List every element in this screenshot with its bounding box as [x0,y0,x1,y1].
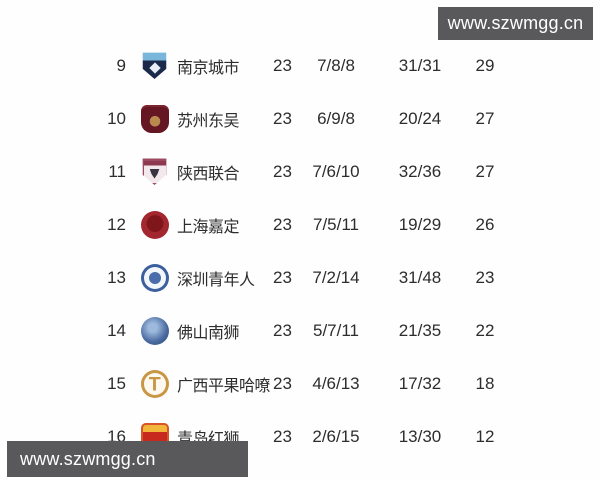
matches-played: 23 [273,55,292,75]
matches-played: 23 [273,108,292,128]
win-draw-loss: 7/6/10 [312,161,360,181]
win-draw-loss: 7/8/8 [317,55,355,75]
win-draw-loss: 5/7/11 [312,320,359,340]
points: 12 [475,426,495,446]
points: 23 [475,267,495,287]
watermark-top: www.szwmgg.cn [438,7,593,40]
nanjing-city-crest-icon [142,52,167,79]
rank: 10 [107,108,126,128]
rank: 9 [116,55,126,75]
win-draw-loss: 2/6/15 [312,426,360,446]
table-row[interactable]: 10 苏州东吴 23 6/9/8 20/24 27 [0,92,600,145]
goals-for-against: 20/24 [398,108,442,128]
shanghai-jiading-crest-icon [140,210,169,239]
points: 26 [475,214,495,234]
win-draw-loss: 7/2/14 [312,267,360,287]
team-name: 深圳青年人 [177,271,255,289]
table-row[interactable]: 9 南京城市 23 7/8/8 31/31 29 [0,39,600,92]
points: 22 [475,320,495,340]
points: 27 [475,161,495,181]
table-row[interactable]: 12 上海嘉定 23 7/5/11 19/29 26 [0,198,600,251]
shaanxi-united-crest-icon [142,158,167,185]
team-name: 陕西联合 [177,165,240,183]
rank: 14 [107,320,126,340]
rank: 12 [107,214,126,234]
team-name: 苏州东吴 [177,112,240,130]
suzhou-dongwu-crest-icon [140,104,169,133]
team-name: 上海嘉定 [177,218,240,236]
points: 18 [475,373,495,393]
points: 29 [475,55,495,75]
matches-played: 23 [273,320,292,340]
rank: 11 [108,161,126,181]
matches-played: 23 [273,161,292,181]
foshan-nanshi-crest-icon [140,316,169,345]
win-draw-loss: 4/6/13 [312,373,360,393]
team-name: 佛山南狮 [177,324,240,342]
goals-for-against: 19/29 [398,214,442,234]
matches-played: 23 [273,426,292,446]
win-draw-loss: 6/9/8 [317,108,355,128]
goals-for-against: 21/35 [398,320,442,340]
goals-for-against: 31/48 [398,267,442,287]
table-row[interactable]: 14 佛山南狮 23 5/7/11 21/35 22 [0,304,600,357]
points: 27 [475,108,495,128]
rank: 15 [107,373,126,393]
table-row[interactable]: 11 陕西联合 23 7/6/10 32/36 27 [0,145,600,198]
goals-for-against: 13/30 [398,426,442,446]
rank: 13 [107,267,126,287]
matches-played: 23 [273,373,292,393]
rank: 16 [107,426,126,446]
team-name: 广西平果哈嘹 [177,377,271,395]
watermark-bottom: www.szwmgg.cn [7,441,248,477]
team-name: 南京城市 [177,59,240,77]
goals-for-against: 17/32 [398,373,442,393]
goals-for-against: 31/31 [398,55,442,75]
win-draw-loss: 7/5/11 [312,214,359,234]
league-table: 9 南京城市 23 7/8/8 31/31 29 10 苏州东吴 23 6/9/… [0,39,600,463]
goals-for-against: 32/36 [398,161,442,181]
matches-played: 23 [273,214,292,234]
table-row[interactable]: 13 深圳青年人 23 7/2/14 31/48 23 [0,251,600,304]
table-row[interactable]: 15 广西平果哈嘹 23 4/6/13 17/32 18 [0,357,600,410]
shenzhen-youth-crest-icon [140,263,169,292]
matches-played: 23 [273,267,292,287]
guangxi-pingguo-crest-icon [140,369,169,398]
